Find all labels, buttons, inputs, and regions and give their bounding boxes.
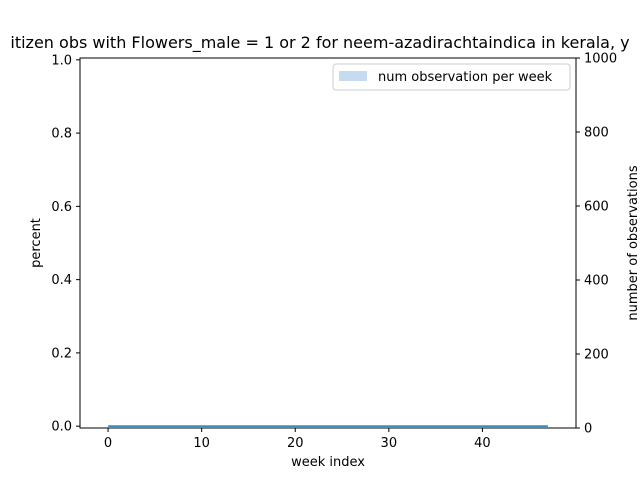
y-right-tick-label: 1000 [584, 52, 617, 67]
x-tick-label: 10 [193, 436, 210, 451]
y-right-tick-label: 400 [584, 274, 609, 289]
y-axis-label: percent [29, 218, 44, 268]
y-axis-ticks: 0.0 0.2 0.4 0.6 0.8 1.0 [51, 53, 80, 435]
y-tick-label: 0.4 [51, 273, 72, 288]
legend-entry: num observation per week [378, 70, 553, 85]
y-tick-label: 0.2 [51, 346, 72, 361]
y-right-tick-label: 800 [584, 126, 609, 141]
x-tick-label: 30 [381, 436, 398, 451]
y-tick-label: 0.0 [51, 420, 72, 435]
legend: num observation per week [332, 63, 571, 91]
x-tick-label: 0 [104, 436, 112, 451]
x-axis-ticks: 0 10 20 30 40 [104, 428, 491, 451]
chart-title: itizen obs with Flowers_male = 1 or 2 fo… [10, 33, 629, 53]
x-tick-label: 20 [287, 436, 304, 451]
y-right-axis-label: number of observations [626, 165, 640, 320]
legend-box [332, 63, 571, 91]
legend-swatch [339, 71, 367, 81]
y-right-tick-label: 200 [584, 348, 609, 363]
y-tick-label: 1.0 [51, 53, 72, 68]
plot-frame [79, 57, 577, 429]
y-right-axis-ticks: 0 200 400 600 800 1000 [576, 52, 617, 437]
y-right-tick-label: 0 [584, 422, 592, 437]
y-tick-label: 0.6 [51, 200, 72, 215]
x-tick-label: 40 [474, 436, 491, 451]
y-tick-label: 0.8 [51, 127, 72, 142]
x-axis-label: week index [291, 455, 365, 470]
y-right-tick-label: 600 [584, 200, 609, 215]
